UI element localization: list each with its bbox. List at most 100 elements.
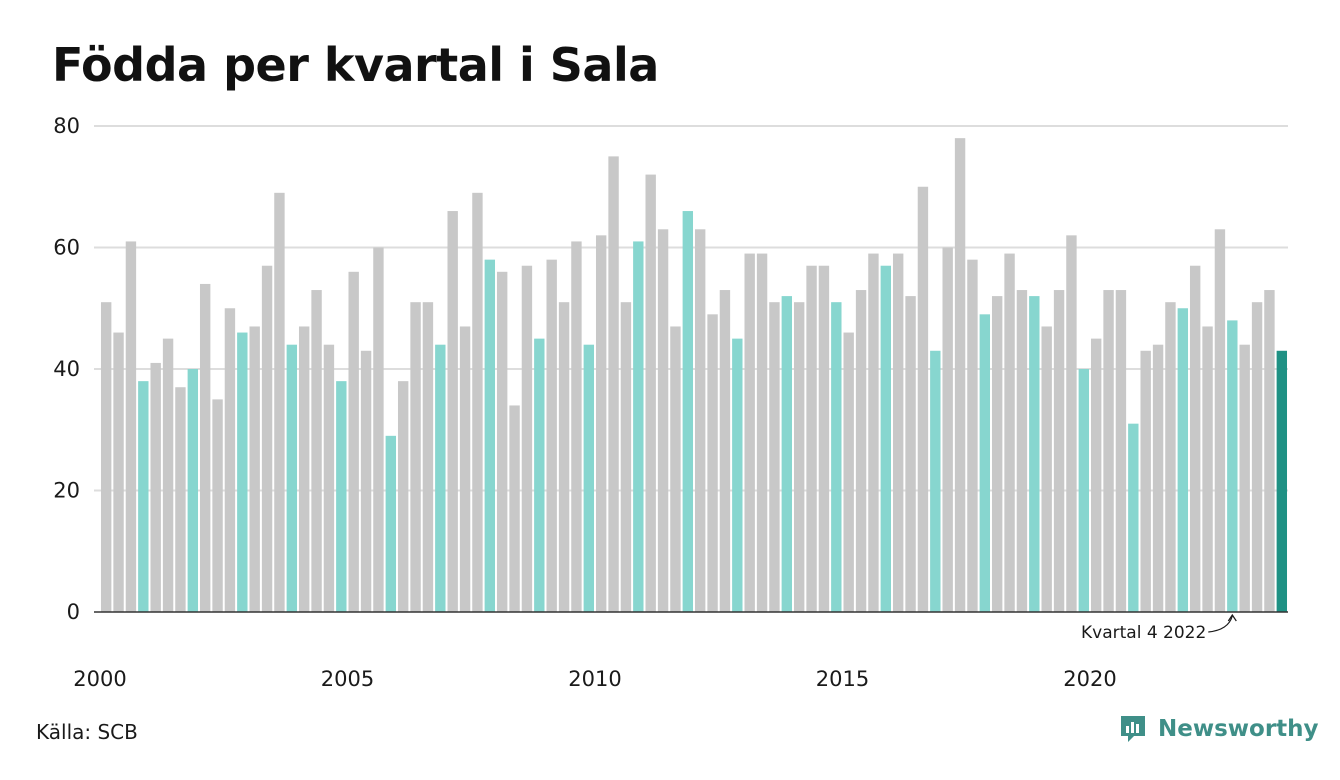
bar bbox=[1189, 265, 1201, 612]
bar bbox=[793, 302, 805, 612]
bar bbox=[1053, 290, 1065, 612]
newsworthy-logo-icon bbox=[1121, 716, 1145, 742]
bar bbox=[298, 326, 310, 612]
bar bbox=[855, 290, 867, 612]
bar bbox=[967, 259, 978, 612]
bar bbox=[224, 308, 236, 612]
bar bbox=[311, 290, 322, 612]
bar bbox=[435, 344, 446, 612]
y-tick-label: 20 bbox=[53, 479, 80, 503]
bar bbox=[595, 235, 607, 612]
bar bbox=[620, 302, 632, 612]
bar bbox=[868, 253, 879, 612]
bar bbox=[1177, 308, 1189, 612]
bar bbox=[521, 265, 533, 612]
bar bbox=[892, 253, 904, 612]
x-tick-label: 2005 bbox=[321, 667, 374, 691]
bar bbox=[138, 381, 149, 612]
x-tick-label: 2015 bbox=[816, 667, 869, 691]
bar bbox=[459, 326, 471, 612]
y-tick-label: 80 bbox=[53, 114, 80, 138]
bar bbox=[496, 271, 508, 612]
bar bbox=[831, 302, 842, 612]
bar bbox=[286, 344, 298, 612]
bar bbox=[707, 314, 718, 612]
bar bbox=[682, 211, 694, 613]
bar bbox=[212, 399, 223, 613]
y-tick-label: 0 bbox=[67, 600, 80, 624]
bar bbox=[583, 344, 595, 612]
bar bbox=[979, 314, 991, 612]
bar bbox=[558, 302, 570, 612]
bar bbox=[608, 156, 619, 613]
bar bbox=[150, 362, 161, 612]
bar bbox=[571, 241, 582, 612]
brand-logo[interactable]: Newsworthy bbox=[1118, 714, 1319, 744]
bar bbox=[534, 338, 545, 613]
bar bbox=[1264, 290, 1275, 612]
bar bbox=[843, 332, 854, 612]
bar bbox=[781, 296, 793, 612]
bar bbox=[744, 253, 755, 612]
bar bbox=[905, 296, 916, 612]
bar bbox=[1152, 344, 1164, 612]
bar bbox=[917, 186, 929, 612]
bar bbox=[162, 338, 174, 613]
bar bbox=[1066, 235, 1077, 612]
bar bbox=[806, 265, 817, 612]
bar bbox=[323, 344, 335, 612]
brand-name: Newsworthy bbox=[1158, 716, 1319, 742]
bar bbox=[1115, 290, 1127, 612]
bar bbox=[187, 369, 199, 612]
bar bbox=[348, 271, 359, 612]
bar bbox=[410, 302, 421, 612]
bar bbox=[880, 265, 892, 612]
bar bbox=[769, 302, 780, 612]
bar bbox=[756, 253, 768, 612]
bar bbox=[261, 265, 273, 612]
bar bbox=[930, 350, 941, 612]
bar bbox=[645, 174, 656, 612]
bar bbox=[1251, 302, 1263, 612]
bar bbox=[113, 332, 124, 612]
bar bbox=[1004, 253, 1015, 612]
annotation-label: Kvartal 4 2022 bbox=[1081, 623, 1206, 643]
bar bbox=[237, 332, 248, 612]
bar bbox=[274, 192, 285, 612]
bar bbox=[125, 241, 137, 612]
bar bbox=[1090, 338, 1102, 613]
bar bbox=[373, 247, 384, 612]
annotation-arrow bbox=[1208, 615, 1233, 633]
bar bbox=[1165, 302, 1176, 612]
bar bbox=[360, 350, 372, 612]
bar bbox=[991, 296, 1003, 612]
bar bbox=[1016, 290, 1028, 612]
bar bbox=[509, 405, 520, 612]
bar bbox=[1128, 423, 1139, 612]
bar bbox=[657, 229, 669, 612]
bar bbox=[100, 302, 112, 612]
x-tick-label: 2020 bbox=[1063, 667, 1116, 691]
x-tick-label: 2010 bbox=[568, 667, 621, 691]
bar bbox=[1202, 326, 1213, 612]
x-tick-label: 2000 bbox=[73, 667, 126, 691]
bar bbox=[1227, 320, 1238, 612]
bar bbox=[422, 302, 434, 612]
bar bbox=[670, 326, 681, 612]
bar bbox=[249, 326, 260, 612]
bar bbox=[1078, 369, 1090, 612]
bar bbox=[818, 265, 830, 612]
y-tick-label: 60 bbox=[53, 236, 80, 260]
bar bbox=[1276, 350, 1288, 612]
chart-title: Födda per kvartal i Sala bbox=[52, 38, 659, 92]
bar bbox=[1041, 326, 1052, 612]
bar bbox=[546, 259, 557, 612]
bar bbox=[732, 338, 743, 613]
bar bbox=[719, 290, 731, 612]
bar bbox=[397, 381, 409, 612]
bar bbox=[1103, 290, 1114, 612]
bar bbox=[942, 247, 953, 612]
bar bbox=[472, 192, 483, 612]
bar bbox=[1029, 296, 1040, 612]
bar bbox=[336, 381, 347, 612]
